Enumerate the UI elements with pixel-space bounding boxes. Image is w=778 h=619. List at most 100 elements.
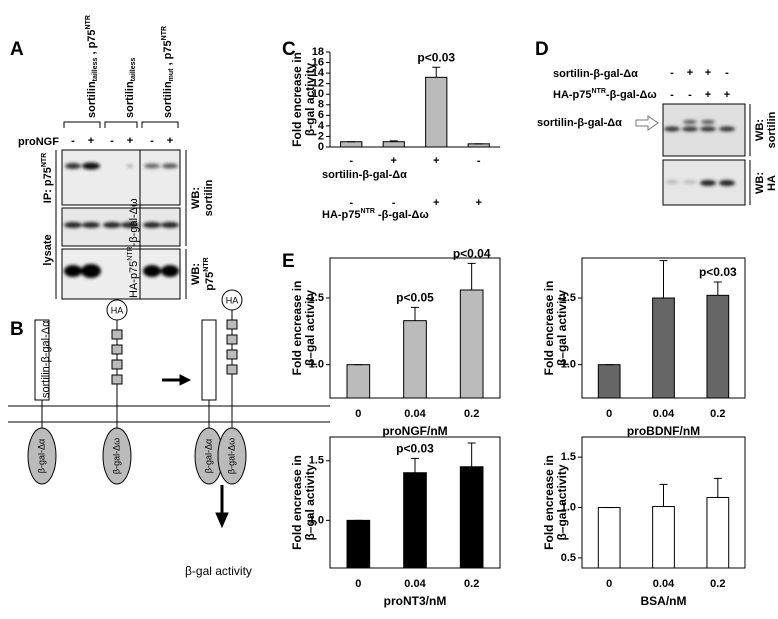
row-label: sortilin-β-gal-Δα xyxy=(553,68,638,80)
domain xyxy=(111,329,123,340)
ha-text: HA xyxy=(226,295,239,305)
y-tick-label: 0.5 xyxy=(561,552,576,564)
annotation: p<0.03 xyxy=(396,442,434,456)
label-sup: NTR xyxy=(127,246,134,260)
treatment-label: proNGF xyxy=(18,136,59,148)
beta-gal xyxy=(217,427,247,485)
annotation: p<0.03 xyxy=(417,50,455,64)
bar xyxy=(382,141,405,148)
domain xyxy=(226,364,238,375)
sign: + xyxy=(705,67,711,79)
ha-text: HA xyxy=(111,305,124,315)
y-tick-label: 4 xyxy=(318,120,325,132)
bands xyxy=(64,162,179,278)
error-bar xyxy=(411,457,419,473)
y-tick-label: 1.5 xyxy=(561,292,576,304)
sign: + xyxy=(476,197,482,209)
ha-tag xyxy=(106,299,128,321)
label-part: sortilin xyxy=(162,81,174,118)
error-bar xyxy=(411,306,419,321)
y-axis-label: β-gal activity xyxy=(303,63,317,137)
sign: + xyxy=(705,89,711,101)
error-bar xyxy=(659,483,668,507)
domain xyxy=(111,359,123,370)
label-part: HA-p75 xyxy=(553,89,592,101)
panel-b-text: sortilin-β-gal-Δα HA-p75NTR-β-gal-Δω HA … xyxy=(36,198,252,578)
error-bar xyxy=(467,442,476,467)
label-sup: NTR xyxy=(203,257,210,271)
annotation: p<0.03 xyxy=(699,265,737,279)
y-tick-label: 1.0 xyxy=(561,359,576,371)
panel-label: A xyxy=(10,39,24,60)
bar xyxy=(597,364,621,399)
x-axis-label: proNGF/nM xyxy=(382,424,447,438)
error-bar xyxy=(713,477,722,498)
beta-gal-text: β-gal-Δα xyxy=(36,439,46,473)
row-label: IP: p75NTR xyxy=(41,153,54,203)
wb-label: sortilin xyxy=(203,179,215,216)
error-bar xyxy=(467,262,476,290)
y-axis-label: β–gal activity xyxy=(555,290,569,366)
group-label: sortilinmut , p75NTR xyxy=(161,26,175,118)
sign: - xyxy=(150,135,154,147)
label-sup: NTR xyxy=(161,26,168,40)
label-part: sortilin xyxy=(124,81,136,118)
x-tick-label: 0.2 xyxy=(710,578,725,590)
bar xyxy=(403,472,427,569)
wb-label: WB: xyxy=(190,263,202,285)
annotation: p<0.05 xyxy=(396,291,434,305)
sign: - xyxy=(725,67,729,79)
y-axis-label: Fold encrease in xyxy=(290,281,304,376)
row-label: sortilin-β-gal-Δα xyxy=(322,169,407,181)
row-label: lysate xyxy=(42,234,54,265)
group-label: sortilintailless , p75NTR xyxy=(85,15,99,118)
bar xyxy=(403,320,427,399)
sign: + xyxy=(88,135,94,147)
x-tick-label: 0.2 xyxy=(464,408,479,420)
x-tick-label: 0 xyxy=(606,408,612,420)
sign: - xyxy=(670,89,674,101)
ha-tag xyxy=(221,289,243,311)
sign: - xyxy=(477,155,481,167)
domain xyxy=(226,349,238,360)
y-tick-label: 1.5 xyxy=(309,292,324,304)
beta-gal xyxy=(102,427,132,485)
blot xyxy=(61,207,181,247)
domain xyxy=(226,319,238,330)
x-axis-label: BSA/nM xyxy=(641,594,687,608)
x-axis-label: proNT3/nM xyxy=(384,594,447,608)
x-tick-label: 0 xyxy=(355,408,361,420)
bar xyxy=(459,466,484,569)
label-sub: mut xyxy=(168,68,175,82)
beta-gal-text: β-gal-Δα xyxy=(203,439,213,473)
label-part: , p75 xyxy=(86,29,98,57)
y-axis-label: β–gal activity xyxy=(303,290,317,366)
label-part: HA-p75 xyxy=(322,209,361,221)
wb-label: sortilin xyxy=(766,111,778,148)
y-tick-label: 14 xyxy=(312,67,325,79)
y-tick-label: 8 xyxy=(318,99,324,111)
sign: + xyxy=(687,67,693,79)
bar xyxy=(706,496,730,569)
row-label: HA-p75NTR-β-gal-Δω xyxy=(553,88,657,101)
panel-label: B xyxy=(10,319,24,340)
panel-label: E xyxy=(282,251,295,272)
label-sub: tailless xyxy=(92,57,99,81)
wb-label: WB: xyxy=(754,172,766,194)
beta-gal-text: β-gal-Δω xyxy=(111,438,121,474)
bar xyxy=(597,507,621,569)
y-tick-label: 16 xyxy=(312,56,324,68)
bar xyxy=(706,294,730,399)
x-tick-label: 0.04 xyxy=(404,578,426,590)
sign: - xyxy=(349,155,353,167)
label-sup: NTR xyxy=(41,153,48,167)
group-label: sortilintailless xyxy=(124,57,137,118)
bands xyxy=(664,120,735,186)
sortilin xyxy=(201,319,217,401)
bar xyxy=(346,364,371,399)
label-sup: NTR xyxy=(85,15,92,29)
readout: β-gal activity xyxy=(185,564,252,578)
error-bar xyxy=(713,281,722,296)
y-tick-label: 1.5 xyxy=(309,455,324,467)
